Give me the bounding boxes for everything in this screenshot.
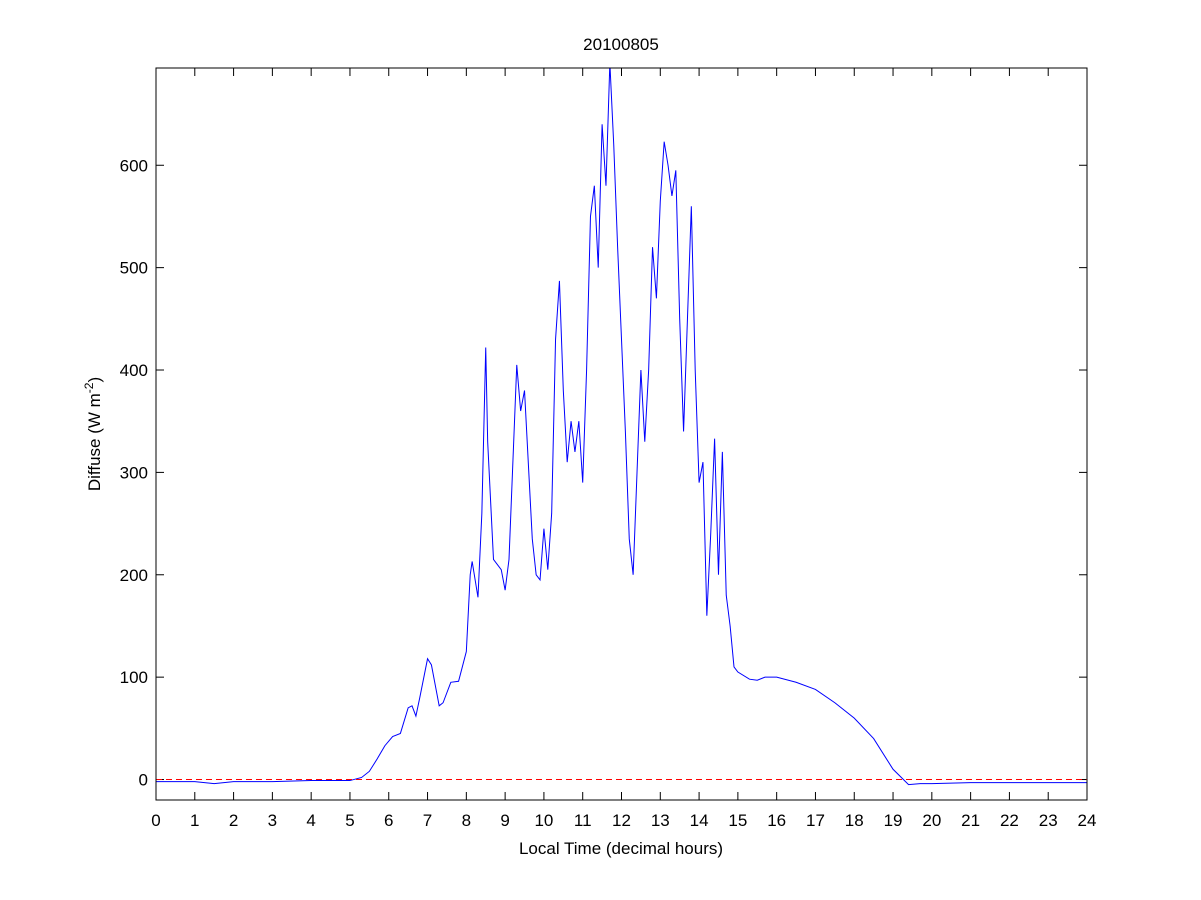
- x-axis-label: Local Time (decimal hours): [519, 839, 723, 858]
- x-tick-label: 18: [845, 811, 864, 830]
- y-tick-label: 200: [120, 566, 148, 585]
- y-label-superscript: -2: [82, 382, 96, 393]
- y-tick-label: 100: [120, 668, 148, 687]
- chart-title: 20100805: [583, 35, 659, 54]
- x-tick-label: 13: [651, 811, 670, 830]
- x-tick-label: 7: [423, 811, 432, 830]
- x-tick-label: 16: [767, 811, 786, 830]
- x-tick-label: 2: [229, 811, 238, 830]
- x-tick-label: 19: [884, 811, 903, 830]
- x-tick-label: 23: [1039, 811, 1058, 830]
- x-tick-label: 3: [268, 811, 277, 830]
- x-tick-label: 9: [500, 811, 509, 830]
- y-tick-label: 400: [120, 361, 148, 380]
- x-tick-label: 6: [384, 811, 393, 830]
- x-tick-label: 21: [961, 811, 980, 830]
- x-tick-label: 11: [574, 811, 592, 830]
- x-tick-label: 14: [690, 811, 709, 830]
- y-label-suffix: ): [85, 377, 104, 383]
- x-tick-label: 22: [1000, 811, 1019, 830]
- x-tick-label: 12: [612, 811, 631, 830]
- y-label-text: Diffuse (W m: [85, 393, 104, 491]
- y-axis-label: Diffuse (W m-2): [82, 377, 104, 491]
- x-tick-label: 8: [462, 811, 471, 830]
- y-tick-label: 500: [120, 259, 148, 278]
- y-tick-label: 600: [120, 156, 148, 175]
- x-tick-label: 1: [190, 811, 199, 830]
- y-tick-label: 0: [139, 771, 148, 790]
- x-tick-label: 20: [922, 811, 941, 830]
- x-tick-label: 24: [1078, 811, 1097, 830]
- data-line: [156, 68, 1087, 786]
- x-tick-label: 15: [728, 811, 747, 830]
- x-tick-label: 4: [306, 811, 315, 830]
- x-tick-label: 0: [151, 811, 160, 830]
- x-tick-label: 5: [345, 811, 354, 830]
- y-tick-label: 300: [120, 463, 148, 482]
- x-tick-label: 10: [534, 811, 553, 830]
- x-tick-label: 17: [806, 811, 825, 830]
- plot-frame: [155, 67, 1088, 801]
